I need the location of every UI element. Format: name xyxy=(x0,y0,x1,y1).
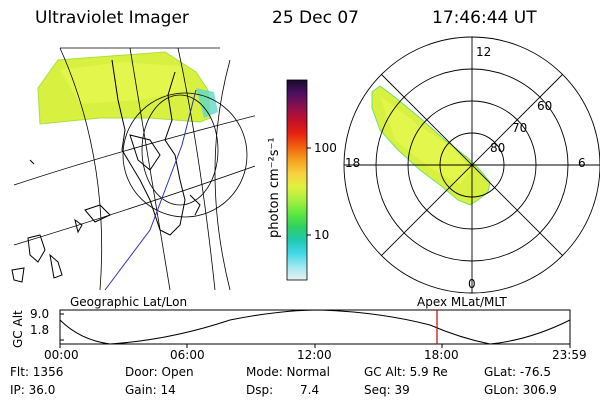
colorbar-unit: photon cm⁻²s⁻¹ xyxy=(267,137,282,238)
dsp-label: Dsp: xyxy=(246,383,274,397)
mlat-label-60: 60 xyxy=(537,99,553,113)
orbit-left-title: Geographic Lat/Lon xyxy=(70,295,188,309)
glon-value: GLon: 306.9 xyxy=(484,383,557,397)
glat-value: GLat: -76.5 xyxy=(484,365,551,379)
orbit-xtick-1: 06:00 xyxy=(170,348,205,362)
mlt-label-6: 6 xyxy=(578,156,586,170)
orbit-xtick-4: 23:59 xyxy=(552,348,587,362)
altitude-curve xyxy=(59,309,571,345)
geographic-map xyxy=(11,47,255,290)
mode-value: Mode: Normal xyxy=(246,365,330,379)
colorbar xyxy=(286,79,308,281)
colorbar-tick-100: 100 xyxy=(314,141,337,155)
orbit-xtick-2: 12:00 xyxy=(297,348,332,362)
gain-value: Gain: 14 xyxy=(125,383,176,397)
seq-value: Seq: 39 xyxy=(364,383,410,397)
date-label: 25 Dec 07 xyxy=(272,8,359,28)
ip-value: IP: 36.0 xyxy=(10,383,56,397)
orbit-track xyxy=(104,89,197,290)
polar-plot xyxy=(343,36,600,294)
time-label: 17:46:44 UT xyxy=(432,8,537,28)
orbit-xtick-0: 00:00 xyxy=(44,348,79,362)
instrument-title: Ultraviolet Imager xyxy=(35,8,189,28)
mlt-label-18: 18 xyxy=(345,156,361,170)
orbit-ylabel: GC Alt xyxy=(11,310,25,348)
colorbar-tick-10: 10 xyxy=(314,228,330,242)
dsp-value: 7.4 xyxy=(300,383,320,397)
mlt-label-12: 12 xyxy=(476,45,492,59)
mlat-label-70: 70 xyxy=(512,121,528,135)
orbit-xtick-3: 18:00 xyxy=(424,348,459,362)
gc-alt-value: GC Alt: 5.9 Re xyxy=(364,365,448,379)
mlt-label-0: 0 xyxy=(468,277,476,291)
door-status: Door: Open xyxy=(125,365,194,379)
orbit-ytick-1.8: 1.8 xyxy=(30,323,50,337)
orbit-ytick-9: 9.0 xyxy=(30,307,50,321)
orbit-altitude-plot xyxy=(59,309,571,348)
flt-value: Flt: 1356 xyxy=(10,365,64,379)
orbit-right-title: Apex MLat/MLT xyxy=(417,295,507,309)
mlat-label-80: 80 xyxy=(490,141,506,155)
